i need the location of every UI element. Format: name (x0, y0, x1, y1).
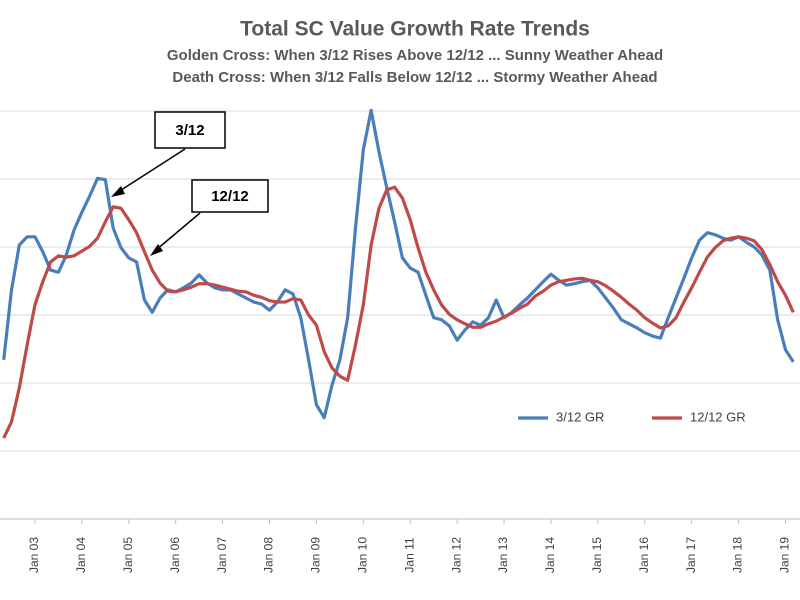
x-tick-label: Jan 07 (215, 537, 229, 573)
chart-title: Total SC Value Growth Rate Trends (240, 18, 590, 41)
legend-label: 3/12 GR (556, 409, 604, 424)
annotation-box (191, 179, 269, 213)
annotation: 3/12 12/12 (111, 111, 269, 256)
line-series (2, 185, 795, 439)
x-tick-label: Jan 18 (731, 537, 745, 573)
x-tick-label: Jan 19 (778, 537, 792, 573)
x-tick-label: Jan 10 (355, 537, 369, 573)
x-tick-label: Jan 17 (684, 537, 698, 573)
annotation-arrow (117, 148, 186, 193)
annotation-arrowhead (111, 186, 125, 197)
x-tick-label: Jan 14 (543, 537, 557, 573)
chart-subtitle: Golden Cross: When 3/12 Rises Above 12/1… (167, 47, 663, 64)
x-tick-label: Jan 15 (590, 537, 604, 573)
annotation-box (154, 111, 226, 149)
legend-label: 12/12 GR (690, 409, 746, 424)
annotation-text: 12/12 (211, 188, 249, 205)
x-tick-label: Jan 05 (121, 537, 135, 573)
x-tick-label: Jan 09 (309, 537, 323, 573)
x-tick-label: Jan 04 (74, 537, 88, 573)
x-tick-label: Jan 08 (262, 537, 276, 573)
x-tick-label: Jan 06 (168, 537, 182, 573)
x-tick-label: Jan 03 (27, 537, 41, 573)
annotation-arrowhead (150, 244, 163, 256)
x-tick-label: Jan 12 (449, 537, 463, 573)
line-series (2, 108, 795, 420)
x-tick-label: Jan 13 (496, 537, 510, 573)
chart-subtitle: Death Cross: When 3/12 Falls Below 12/12… (172, 69, 657, 86)
plot-area: Jan 03 Jan 04 Jan 05 Jan 06 Jan 07 Jan 08 Jan … (0, 108, 800, 573)
annotation-text: 3/12 (175, 122, 204, 139)
annotation-arrow (155, 212, 201, 251)
x-tick-label: Jan 16 (637, 537, 651, 573)
x-tick-label: Jan 11 (402, 537, 416, 572)
